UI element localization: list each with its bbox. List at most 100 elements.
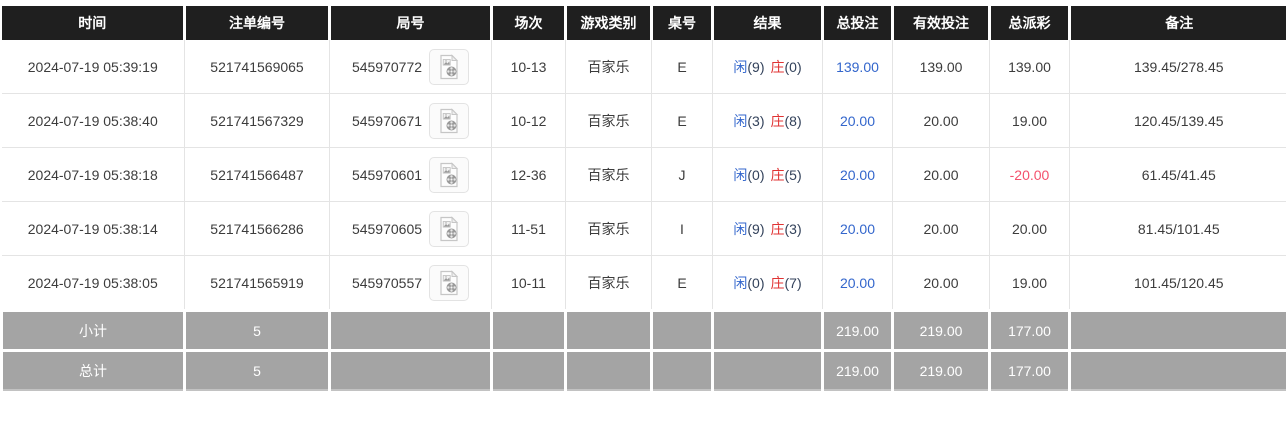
table-row: 2024-07-19 05:38:18 521741566487 5459706…: [1, 147, 1286, 202]
result-banker-score: (0): [784, 58, 802, 75]
cell-table-id: E: [651, 255, 713, 311]
cell-round-id: 545970605: [329, 201, 492, 256]
result-player-label: 闲: [733, 58, 748, 75]
cell-payout: 20.00: [989, 201, 1070, 256]
cell-result: 闲(9) 庄(0): [712, 40, 823, 94]
result-player-score: (9): [747, 220, 765, 237]
result-banker-label: 庄: [770, 274, 785, 291]
cell-valid-bet: 20.00: [892, 255, 990, 311]
round-id-value: 545970601: [351, 166, 423, 183]
result-player-label: 闲: [733, 166, 748, 183]
cell-valid-bet: 20.00: [892, 147, 990, 202]
cell-time: 2024-07-19 05:38:18: [1, 147, 185, 202]
cell-round-id: 545970601: [329, 147, 492, 202]
table-row: 2024-07-19 05:38:05 521741565919 5459705…: [1, 255, 1286, 311]
grand-total-row: 总计 5 219.00 219.00 177.00: [0, 349, 1286, 391]
video-replay-button[interactable]: [429, 210, 470, 247]
cell-time: 2024-07-19 05:38:14: [1, 201, 185, 256]
cell-bet-id: 521741569065: [184, 40, 330, 94]
total-bet-link[interactable]: 20.00: [839, 220, 876, 237]
result-banker-score: (8): [784, 112, 802, 129]
cell-table-id: I: [651, 201, 713, 256]
video-replay-icon: [440, 215, 459, 241]
subtotal-row: 小计 5 219.00 219.00 177.00: [0, 309, 1286, 352]
cell-game-type: 百家乐: [565, 40, 652, 94]
cell-session: 11-51: [491, 201, 566, 256]
total-bet-link[interactable]: 139.00: [836, 58, 879, 75]
cell-result: 闲(0) 庄(5): [712, 147, 823, 202]
cell-table-id: E: [651, 93, 713, 148]
result-player-score: (0): [747, 274, 765, 291]
cell-time: 2024-07-19 05:38:05: [1, 255, 185, 311]
round-id-value: 545970772: [351, 58, 423, 75]
table-body: 2024-07-19 05:39:19 521741569065 5459707…: [1, 40, 1286, 311]
total-bet-link[interactable]: 20.00: [839, 274, 876, 291]
cell-payout: 139.00: [989, 40, 1070, 94]
subtotal-payout: 177.00: [988, 309, 1071, 352]
video-replay-button[interactable]: [429, 156, 470, 193]
result-player-label: 闲: [733, 220, 748, 237]
cell-remark: 81.45/101.45: [1069, 201, 1286, 256]
result-banker-score: (3): [784, 220, 802, 237]
result-banker-label: 庄: [770, 112, 785, 129]
col-payout: 总派彩: [989, 6, 1071, 40]
cell-time: 2024-07-19 05:38:40: [1, 93, 185, 148]
grand-total-valid-bet: 219.00: [891, 349, 991, 391]
table-row: 2024-07-19 05:38:14 521741566286 5459706…: [1, 201, 1286, 256]
cell-game-type: 百家乐: [565, 255, 652, 311]
cell-bet-id: 521741566487: [184, 147, 330, 202]
subtotal-valid-bet: 219.00: [891, 309, 991, 352]
cell-result: 闲(0) 庄(7): [712, 255, 823, 311]
cell-total-bet: 20.00: [822, 255, 893, 311]
cell-total-bet: 20.00: [822, 201, 893, 256]
cell-result: 闲(9) 庄(3): [712, 201, 823, 256]
col-result: 结果: [712, 6, 824, 40]
cell-payout: 19.00: [989, 93, 1070, 148]
cell-remark: 139.45/278.45: [1069, 40, 1286, 94]
cell-session: 10-12: [491, 93, 566, 148]
result-player-score: (0): [747, 166, 765, 183]
cell-round-id: 545970557: [329, 255, 492, 311]
cell-remark: 101.45/120.45: [1069, 255, 1286, 311]
video-replay-icon: [440, 161, 459, 187]
cell-time: 2024-07-19 05:39:19: [1, 40, 185, 94]
col-valid-bet: 有效投注: [892, 6, 991, 40]
subtotal-count: 5: [183, 309, 331, 352]
cell-bet-id: 521741565919: [184, 255, 330, 311]
cell-remark: 61.45/41.45: [1069, 147, 1286, 202]
video-replay-button[interactable]: [429, 102, 470, 139]
video-replay-button[interactable]: [429, 48, 470, 85]
result-banker-label: 庄: [770, 220, 785, 237]
cell-total-bet: 20.00: [822, 93, 893, 148]
result-banker-label: 庄: [770, 166, 785, 183]
result-player-score: (3): [747, 112, 765, 129]
col-game-type: 游戏类别: [565, 6, 653, 40]
subtotal-label: 小计: [0, 309, 186, 352]
cell-round-id: 545970772: [329, 40, 492, 94]
cell-valid-bet: 20.00: [892, 201, 990, 256]
subtotal-total-bet: 219.00: [821, 309, 894, 352]
cell-session: 10-13: [491, 40, 566, 94]
grand-total-count: 5: [183, 349, 331, 391]
total-bet-link[interactable]: 20.00: [839, 166, 876, 183]
cell-session: 12-36: [491, 147, 566, 202]
col-round-id: 局号: [329, 6, 493, 40]
grand-total-label: 总计: [0, 349, 186, 391]
col-bet-id: 注单编号: [184, 6, 331, 40]
round-id-value: 545970605: [351, 220, 423, 237]
cell-table-id: J: [651, 147, 713, 202]
round-id-value: 545970557: [351, 274, 423, 291]
video-replay-button[interactable]: [429, 264, 470, 301]
cell-payout: -20.00: [989, 147, 1070, 202]
cell-remark: 120.45/139.45: [1069, 93, 1286, 148]
total-bet-link[interactable]: 20.00: [839, 112, 876, 129]
table-row: 2024-07-19 05:39:19 521741569065 5459707…: [1, 40, 1286, 94]
grand-total-total-bet: 219.00: [821, 349, 894, 391]
result-banker-score: (5): [784, 166, 802, 183]
cell-payout: 19.00: [989, 255, 1070, 311]
result-banker-score: (7): [784, 274, 802, 291]
table-row: 2024-07-19 05:38:40 521741567329 5459706…: [1, 93, 1286, 148]
cell-table-id: E: [651, 40, 713, 94]
col-total-bet: 总投注: [822, 6, 894, 40]
